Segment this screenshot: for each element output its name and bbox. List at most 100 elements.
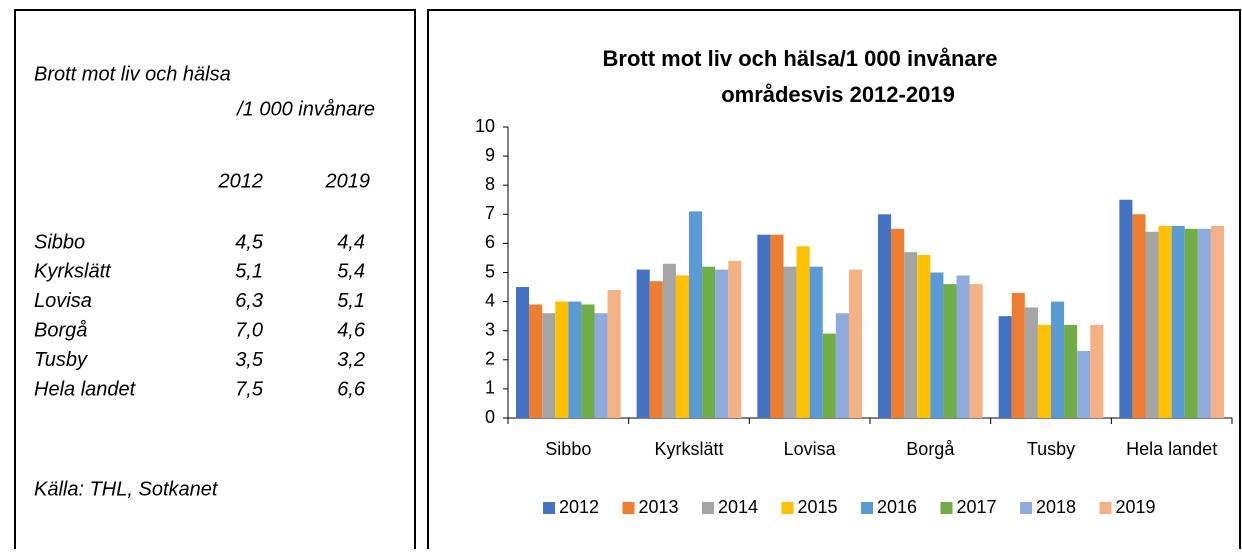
bar <box>770 234 784 418</box>
bar <box>636 269 650 418</box>
cell: 5,1 <box>235 261 263 283</box>
x-tick-label: Tusby <box>1027 439 1075 459</box>
row-label: Hela landet <box>34 378 137 400</box>
x-tick-label: Lovisa <box>784 439 837 459</box>
legend-label: 2015 <box>798 497 838 517</box>
bar <box>1090 324 1104 418</box>
bar <box>1051 301 1065 418</box>
cell: 5,1 <box>337 290 365 312</box>
x-tick-label: Sibbo <box>545 439 591 459</box>
cell: 4,6 <box>337 319 366 341</box>
bar <box>662 263 676 418</box>
legend-swatch <box>940 502 953 514</box>
bar <box>1064 324 1078 418</box>
bar <box>581 304 595 418</box>
y-tick-label: 0 <box>485 407 495 427</box>
row-label: Lovisa <box>34 290 92 312</box>
bar <box>689 211 703 418</box>
bar <box>917 255 931 418</box>
bar <box>835 313 849 418</box>
cell: 6,6 <box>337 378 366 400</box>
cell: 7,5 <box>235 378 264 400</box>
bar <box>998 316 1012 418</box>
bar <box>1119 199 1133 418</box>
bar <box>1024 307 1038 418</box>
bar <box>904 252 918 418</box>
bar <box>568 301 582 418</box>
bar <box>1011 292 1025 418</box>
bar <box>891 228 905 418</box>
cell: 3,5 <box>235 349 264 371</box>
legend-label: 2013 <box>639 497 679 517</box>
panel-title: Brott mot liv och hälsa <box>34 63 231 85</box>
col-header: 2019 <box>325 170 371 192</box>
panel-title: /1 000 invånare <box>235 98 375 120</box>
legend-swatch <box>781 502 794 514</box>
legend-label: 2018 <box>1036 497 1076 517</box>
bar <box>1197 228 1211 418</box>
bar <box>1184 228 1198 418</box>
y-tick-label: 8 <box>485 174 495 194</box>
row-label: Kyrkslätt <box>34 261 112 283</box>
legend-swatch <box>702 502 714 514</box>
bar <box>943 284 957 418</box>
source: Källa: THL, Sotkanet <box>34 478 219 500</box>
bar <box>594 313 608 418</box>
x-tick-label: Borgå <box>906 439 955 459</box>
chart-title: områdesvis 2012-2019 <box>721 82 955 107</box>
row-label: Borgå <box>34 319 87 341</box>
legend-label: 2016 <box>877 497 917 517</box>
bar <box>822 333 836 418</box>
bar <box>728 260 742 418</box>
bar <box>809 266 823 418</box>
bar <box>715 269 729 418</box>
left-panel <box>14 9 416 554</box>
legend-label: 2017 <box>957 497 997 517</box>
bar <box>702 266 716 418</box>
bar <box>1158 225 1172 418</box>
bar <box>649 281 663 418</box>
y-tick-label: 10 <box>475 116 495 136</box>
legend-swatch <box>543 502 555 514</box>
bar <box>1145 231 1159 418</box>
bar <box>607 289 621 418</box>
bar <box>1210 225 1224 418</box>
bar <box>516 287 530 418</box>
y-tick-label: 5 <box>485 261 495 281</box>
right-panel <box>427 9 1241 554</box>
y-tick-label: 9 <box>485 145 495 165</box>
cell: 5,4 <box>337 261 365 283</box>
col-header: 2012 <box>218 170 264 192</box>
y-tick-label: 1 <box>485 378 495 398</box>
legend-swatch <box>1099 502 1112 514</box>
legend-swatch <box>861 502 873 514</box>
x-tick-label: Hela landet <box>1126 439 1217 459</box>
bar <box>675 275 689 418</box>
legend-label: 2019 <box>1116 497 1156 517</box>
legend-label: 2012 <box>559 497 599 517</box>
x-tick-label: Kyrkslätt <box>654 439 723 459</box>
y-tick-label: 4 <box>485 290 495 310</box>
bar <box>1132 214 1146 418</box>
y-tick-label: 3 <box>485 319 495 339</box>
bar <box>1077 351 1091 418</box>
cell: 4,5 <box>235 231 264 253</box>
legend-swatch <box>1020 502 1032 514</box>
y-tick-label: 6 <box>485 232 495 252</box>
bar <box>1037 324 1051 418</box>
bar <box>529 304 543 418</box>
bar <box>555 301 569 418</box>
y-tick-label: 7 <box>485 203 495 223</box>
cell: 6,3 <box>235 290 263 312</box>
bar <box>796 246 810 418</box>
bar <box>783 266 797 418</box>
bar <box>956 275 970 418</box>
bar <box>542 313 556 418</box>
cell: 4,4 <box>337 231 365 253</box>
bar <box>878 214 892 418</box>
bar <box>930 272 944 418</box>
bar <box>969 284 983 418</box>
bar <box>757 234 771 418</box>
